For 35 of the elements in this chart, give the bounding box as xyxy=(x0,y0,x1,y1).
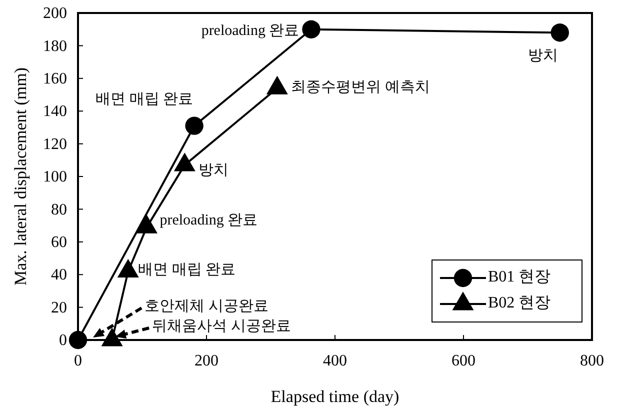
annotation: 배면 매립 완료 xyxy=(138,262,236,278)
x-tick-label: 0 xyxy=(74,352,82,370)
y-tick-label: 200 xyxy=(43,5,67,22)
point xyxy=(117,258,139,278)
y-tick-label: 0 xyxy=(59,332,67,350)
y-tick-label: 20 xyxy=(51,299,67,316)
y-tick-label: 60 xyxy=(51,234,67,252)
y-tick-label: 180 xyxy=(43,38,67,55)
annotation: 배면 매립 완료 xyxy=(96,91,194,108)
annotation: preloading 완료 xyxy=(201,22,300,39)
point xyxy=(136,214,158,234)
annotation: 방치 xyxy=(528,48,558,64)
legend-label: B02 현장 xyxy=(488,294,551,312)
annotation: 방치 xyxy=(198,162,229,178)
point xyxy=(101,328,123,346)
x-tick-label: 800 xyxy=(580,352,604,370)
annotation: 최종수평변위 예측치 xyxy=(291,80,430,96)
x-tick-label: 600 xyxy=(452,352,476,370)
annotation: 뒤채움사석 시공완료 xyxy=(152,318,291,334)
annotation: preloading 완료 xyxy=(160,212,258,229)
y-tick-label: 80 xyxy=(51,201,67,218)
y-tick-label: 160 xyxy=(43,70,67,88)
x-axis-title: Elapsed time (day) xyxy=(270,387,400,406)
y-tick-label: 100 xyxy=(43,168,67,186)
point xyxy=(550,24,569,42)
legend-label: B01 현장 xyxy=(488,268,551,286)
annotation: 호안제체 시공완료 xyxy=(144,298,268,314)
y-tick-label: 140 xyxy=(43,103,67,120)
x-tick-label: 400 xyxy=(323,352,347,370)
y-axis-title: Max. lateral displacement (mm) xyxy=(11,67,30,286)
point xyxy=(185,116,204,135)
y-tick-label: 40 xyxy=(51,266,67,284)
x-tick-label: 200 xyxy=(194,352,218,370)
y-tick-label: 120 xyxy=(43,136,67,153)
point xyxy=(302,20,320,38)
